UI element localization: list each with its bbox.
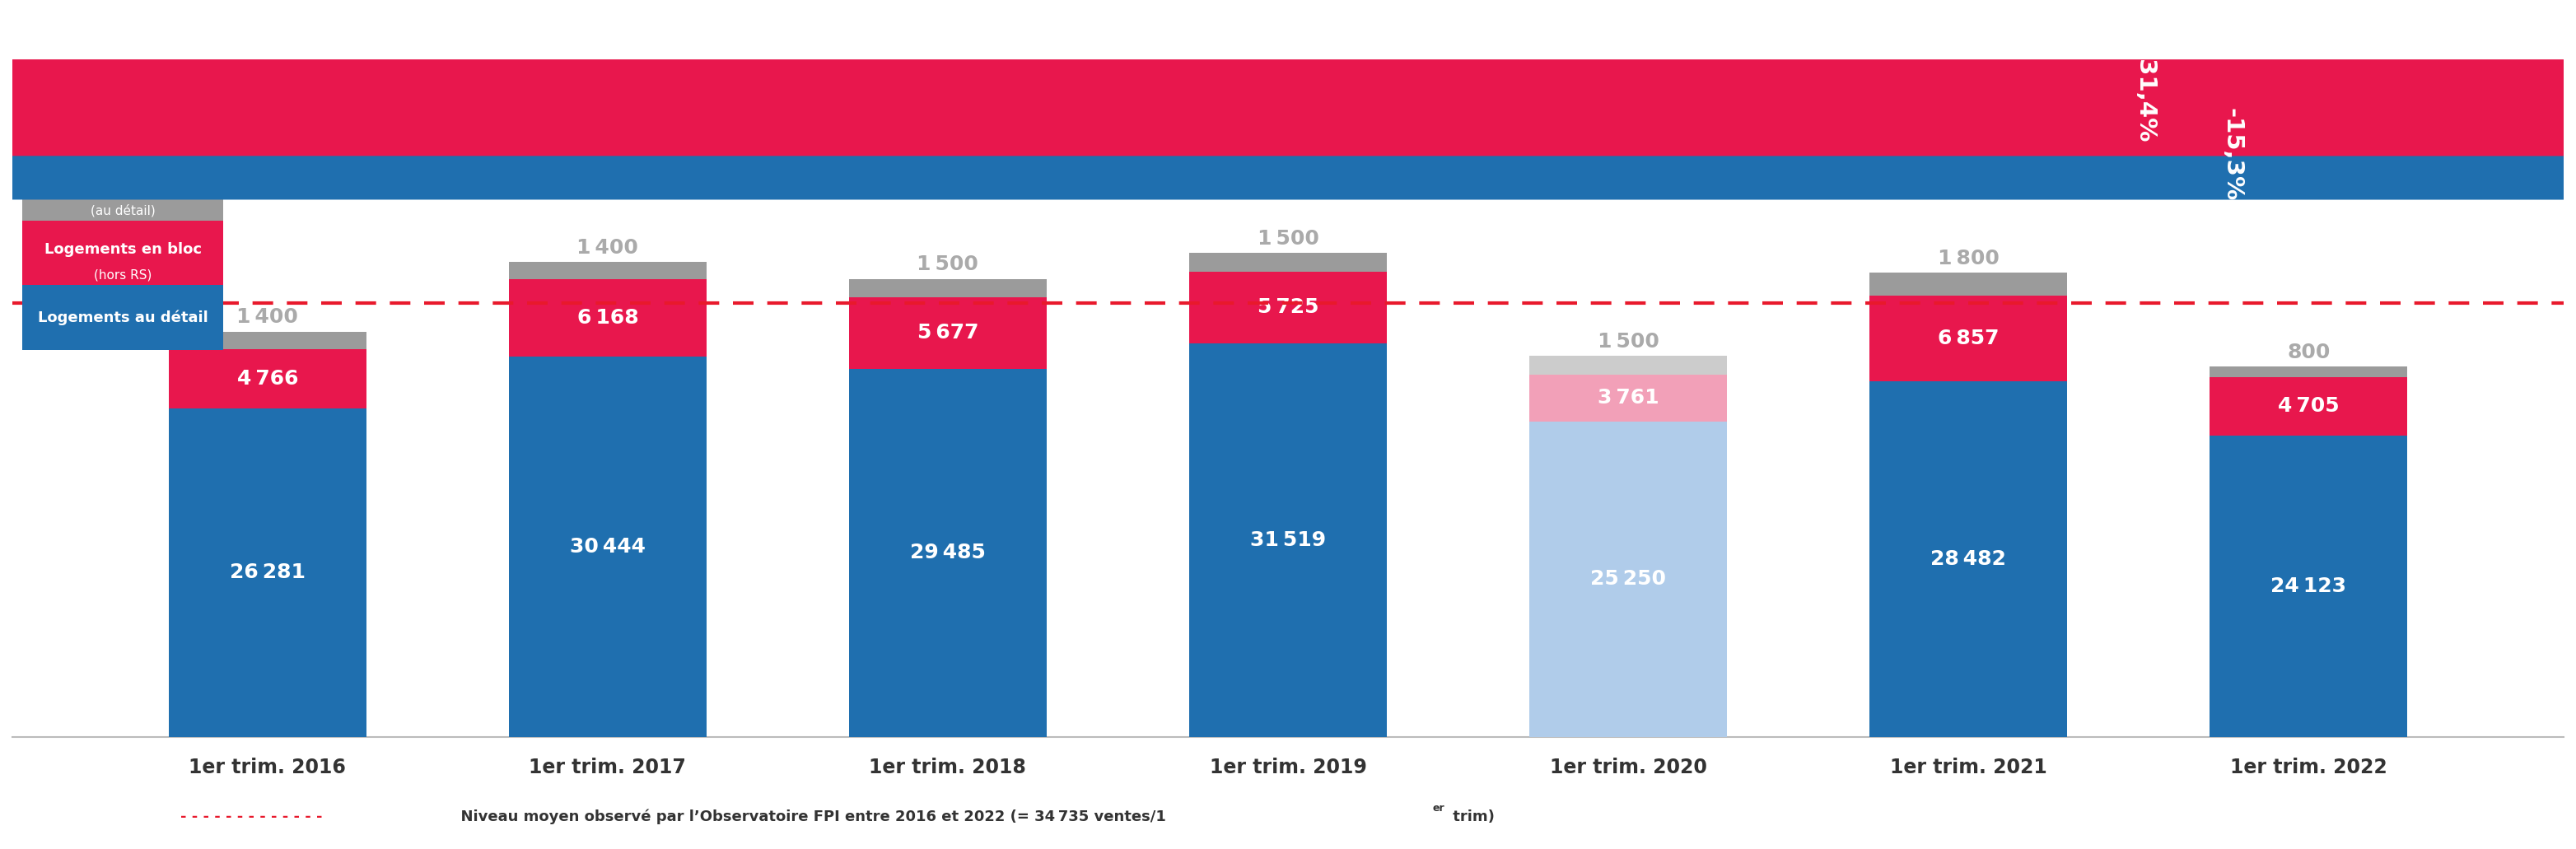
- Text: 1 800: 1 800: [1937, 249, 1999, 268]
- Text: 800: 800: [2287, 343, 2331, 363]
- Text: 6 857: 6 857: [1937, 329, 1999, 348]
- Text: 26 281: 26 281: [229, 563, 307, 582]
- Text: -31,4%: -31,4%: [2133, 49, 2156, 143]
- Text: Résidences services: Résidences services: [39, 177, 206, 193]
- Polygon shape: [0, 119, 2576, 200]
- Text: 6 168: 6 168: [577, 308, 639, 328]
- Text: Niveau moyen observé par l’Observatoire FPI entre 2016 et 2022 (= 34 735 ventes/: Niveau moyen observé par l’Observatoire …: [451, 809, 1167, 824]
- Bar: [2210, 436, 2406, 737]
- Bar: [510, 357, 706, 737]
- Text: er: er: [1432, 803, 1445, 813]
- Bar: [1530, 421, 1726, 737]
- Bar: [510, 279, 706, 357]
- Text: 1 500: 1 500: [1257, 228, 1319, 249]
- Text: 1 500: 1 500: [917, 255, 979, 274]
- Bar: [1870, 273, 2066, 295]
- Bar: [23, 221, 224, 285]
- Text: 30 444: 30 444: [569, 537, 647, 557]
- Bar: [1190, 272, 1386, 343]
- Bar: [1530, 374, 1726, 421]
- Text: 4 766: 4 766: [237, 369, 299, 389]
- Bar: [510, 262, 706, 279]
- Bar: [170, 408, 366, 737]
- Bar: [1190, 343, 1386, 737]
- Bar: [23, 285, 224, 350]
- Bar: [2210, 377, 2406, 436]
- Text: 28 482: 28 482: [1929, 549, 2007, 569]
- Text: 1 400: 1 400: [237, 307, 299, 327]
- Text: 4 705: 4 705: [2277, 396, 2339, 416]
- Bar: [850, 298, 1046, 368]
- Bar: [23, 156, 224, 221]
- Text: 24 123: 24 123: [2269, 576, 2347, 596]
- Text: 3 761: 3 761: [1597, 388, 1659, 408]
- Bar: [2210, 367, 2406, 377]
- Text: 31 519: 31 519: [1249, 530, 1327, 550]
- Text: 5 677: 5 677: [917, 323, 979, 343]
- Bar: [1530, 356, 1726, 374]
- Text: -15,3%: -15,3%: [2221, 108, 2244, 201]
- Text: - - - - - - - - - - - - -: - - - - - - - - - - - - -: [180, 809, 322, 824]
- Text: (hors RS): (hors RS): [93, 269, 152, 282]
- Bar: [170, 332, 366, 349]
- Bar: [1870, 295, 2066, 381]
- Text: Logements en bloc: Logements en bloc: [44, 242, 201, 257]
- Text: Logements au détail: Logements au détail: [39, 310, 209, 325]
- Bar: [850, 368, 1046, 737]
- Bar: [1870, 381, 2066, 737]
- Bar: [1190, 253, 1386, 272]
- Text: (au détail): (au détail): [90, 205, 155, 217]
- Text: 1 500: 1 500: [1597, 332, 1659, 351]
- Text: trim): trim): [1448, 809, 1494, 824]
- Text: 5 725: 5 725: [1257, 297, 1319, 318]
- Text: 25 250: 25 250: [1589, 570, 1667, 589]
- Text: 29 485: 29 485: [909, 543, 987, 563]
- Bar: [850, 279, 1046, 298]
- Polygon shape: [0, 50, 2576, 156]
- Text: 1 400: 1 400: [577, 238, 639, 257]
- Bar: [170, 349, 366, 408]
